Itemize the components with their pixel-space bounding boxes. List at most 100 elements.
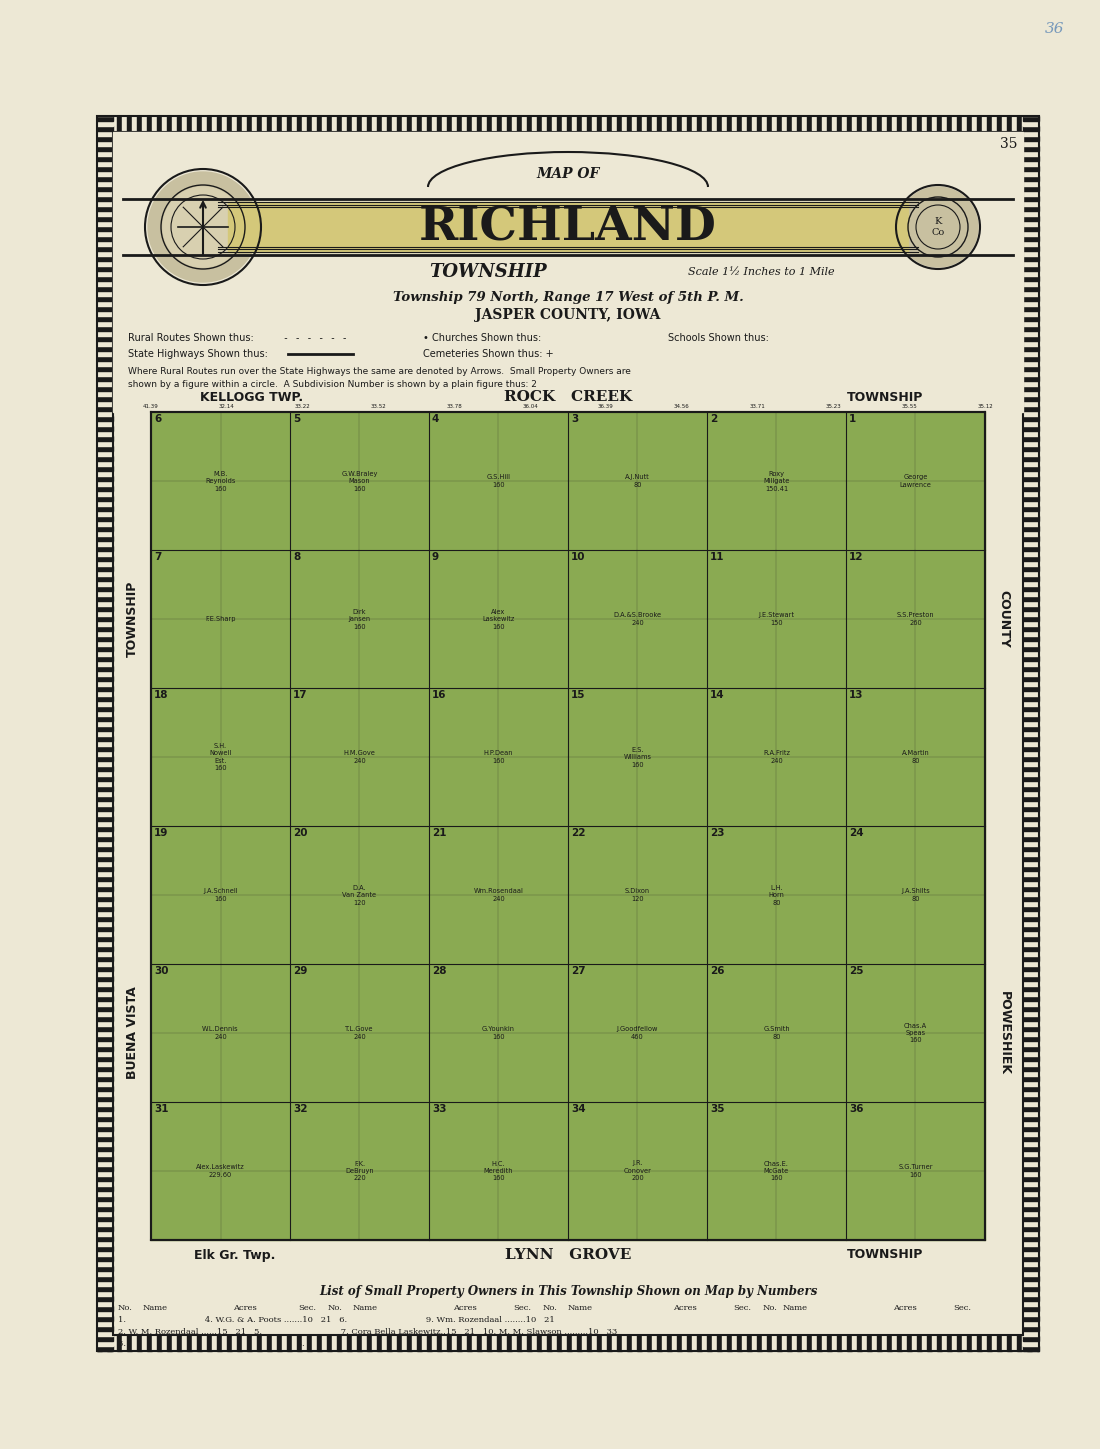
Bar [1023,1056,1040,1061]
Bar [566,116,572,132]
Bar [97,246,113,251]
Bar [97,895,113,901]
Bar [342,116,346,132]
Bar [97,430,113,436]
Bar [827,1335,832,1350]
Bar [1023,677,1040,681]
Bar [837,116,842,132]
Bar [1023,241,1040,246]
Text: No.: No. [118,1304,133,1311]
Bar [97,985,113,991]
Bar [1023,485,1040,491]
Bar [97,456,113,461]
Bar [1023,561,1040,567]
Bar [97,506,113,511]
Bar [97,126,113,130]
Bar [232,1335,236,1350]
Text: S.S.Preston
260: S.S.Preston 260 [896,613,934,626]
Bar [777,116,782,132]
Text: 33.78: 33.78 [447,404,462,409]
Bar [1023,1261,1040,1266]
Bar [772,1335,777,1350]
Bar [97,241,113,246]
Text: Chas.E.
McGate
160: Chas.E. McGate 160 [763,1161,789,1181]
Bar [642,116,647,132]
Bar [1023,422,1040,426]
Bar [97,461,113,467]
Bar [547,1335,552,1350]
Bar [97,940,113,946]
Bar [97,556,113,561]
Bar [1023,516,1040,522]
Bar [662,1335,667,1350]
Bar [1023,1022,1040,1026]
Bar [762,1335,767,1350]
Bar [97,971,113,977]
Bar [97,851,113,856]
Bar [1023,1132,1040,1136]
Bar [97,830,113,836]
Bar [97,1036,113,1040]
Bar [97,1240,113,1246]
Bar [767,1335,772,1350]
Bar [602,116,607,132]
Bar [97,496,113,501]
Bar [97,1136,113,1140]
Bar [97,1191,113,1195]
Bar [1023,1206,1040,1211]
Bar [937,1335,942,1350]
Bar [857,116,862,132]
Text: POWESHIEK: POWESHIEK [998,991,1011,1075]
Bar [232,116,236,132]
Bar [1023,977,1040,981]
Bar [97,1146,113,1151]
Bar [621,1335,627,1350]
Text: Name: Name [353,1304,378,1311]
Bar [927,116,932,132]
Bar [317,1335,322,1350]
Bar [1023,771,1040,777]
Bar [1023,341,1040,346]
Bar [377,1335,382,1350]
Bar [97,1316,113,1321]
Text: LYNN   GROVE: LYNN GROVE [505,1248,631,1262]
Bar [97,171,113,175]
Bar [1023,361,1040,367]
Bar [97,781,113,785]
Bar [97,446,113,451]
Bar [1023,767,1040,771]
Bar [117,116,122,132]
Bar [97,691,113,696]
Bar [147,116,152,132]
Bar [1023,906,1040,911]
Bar [97,1232,113,1236]
Bar [1023,901,1040,906]
Bar [578,116,582,132]
Bar [1023,622,1040,626]
Bar [1023,471,1040,477]
Bar [1023,785,1040,791]
Bar [1023,1271,1040,1277]
Bar [97,501,113,506]
Bar [487,116,492,132]
Bar [482,116,487,132]
Bar [932,1335,937,1350]
Bar [97,416,113,422]
Bar [692,1335,697,1350]
Bar [877,1335,882,1350]
Bar [1023,696,1040,701]
Bar [1023,691,1040,696]
Text: 4: 4 [432,414,439,425]
Bar [97,481,113,485]
Bar [207,116,212,132]
Bar [97,751,113,756]
Bar [1023,330,1040,336]
Bar [97,1340,113,1346]
Bar [187,116,192,132]
Bar [97,991,113,995]
Bar [617,1335,621,1350]
Bar [566,1335,572,1350]
Bar [1023,1326,1040,1332]
Bar [97,906,113,911]
Bar [802,1335,807,1350]
